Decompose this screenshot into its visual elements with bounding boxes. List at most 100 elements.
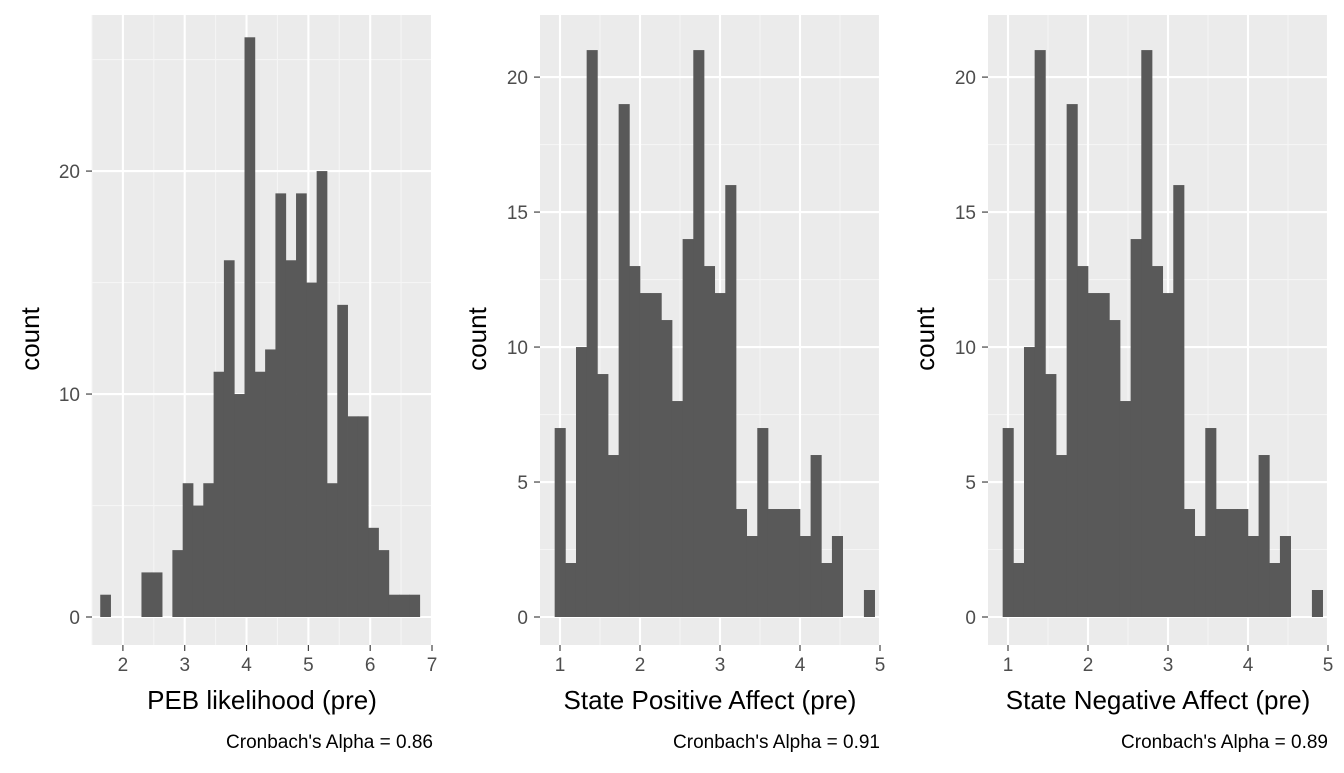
x-tick-label: 5 xyxy=(1323,655,1334,676)
histogram-bar xyxy=(1119,401,1132,617)
x-axis-title: State Positive Affect (pre) xyxy=(564,685,857,715)
histogram-bar xyxy=(746,536,758,617)
y-tick-label: 0 xyxy=(69,608,80,629)
histogram-bar xyxy=(275,193,287,618)
histogram-bar xyxy=(863,590,875,617)
cronbach-alpha-caption: Cronbach's Alpha = 0.91 xyxy=(673,732,880,753)
histogram-bar xyxy=(693,50,705,617)
histogram-bar xyxy=(1215,509,1228,617)
histogram-bar xyxy=(203,483,214,617)
histogram-bar xyxy=(357,416,369,617)
cronbach-alpha-caption: Cronbach's Alpha = 0.86 xyxy=(226,732,433,753)
chart-panel-2: 1 2 3 4 5 0 5 10 15 20 State Positive Affect (pre)… xyxy=(462,15,885,753)
x-tick-label: 6 xyxy=(365,655,376,676)
histogram-bar xyxy=(234,394,245,617)
y-tick-label: 0 xyxy=(965,608,976,629)
y-tick-label: 10 xyxy=(59,385,80,406)
histogram-bar xyxy=(554,428,566,617)
histogram-bar xyxy=(409,594,421,617)
x-tick-label: 3 xyxy=(179,655,190,676)
histogram-bar xyxy=(1269,563,1281,617)
histogram-bar xyxy=(1066,104,1078,617)
histogram-bar xyxy=(607,455,620,617)
histogram-bar xyxy=(337,304,348,617)
y-tick-label: 10 xyxy=(507,338,528,359)
histogram-bar xyxy=(399,594,410,617)
histogram-bar xyxy=(1226,509,1238,617)
histogram-bar xyxy=(1162,293,1174,617)
histogram-bar xyxy=(1002,428,1014,617)
histogram-bar xyxy=(1311,590,1323,617)
histogram-bar xyxy=(799,536,811,617)
histogram-bar xyxy=(661,320,673,617)
chart-panel-3: 1 2 3 4 5 0 5 10 15 20 State Negative Affect (pre)… xyxy=(910,15,1333,753)
y-tick-label: 10 xyxy=(955,338,976,359)
cronbach-alpha-caption: Cronbach's Alpha = 0.89 xyxy=(1121,732,1328,753)
histogram-bar xyxy=(831,536,843,617)
histogram-bar xyxy=(1247,536,1259,617)
x-tick-label: 4 xyxy=(241,655,252,676)
histogram-bar xyxy=(810,455,822,617)
y-axis-title: count xyxy=(910,306,940,370)
chart-panel-1: 2 3 4 5 6 7 0 10 20 PEB likelihood (pre) count Cron… xyxy=(15,15,437,753)
y-tick-label: 5 xyxy=(965,473,976,494)
histogram-bar xyxy=(1034,50,1046,617)
y-tick-label: 20 xyxy=(955,68,976,89)
x-tick-label: 7 xyxy=(427,655,438,676)
histogram-bar xyxy=(378,550,390,617)
histogram-bar xyxy=(725,185,737,617)
histogram-bar xyxy=(326,483,338,617)
y-tick-label: 0 xyxy=(517,608,528,629)
histogram-bar xyxy=(1098,293,1110,617)
x-tick-label: 3 xyxy=(715,655,726,676)
histogram-bar xyxy=(1151,266,1164,617)
x-axis-title: State Negative Affect (pre) xyxy=(1006,685,1310,715)
histogram-bar xyxy=(757,428,769,617)
x-tick-label: 1 xyxy=(1003,655,1014,676)
histogram-bar xyxy=(1237,509,1249,617)
x-tick-label: 2 xyxy=(1083,655,1094,676)
histogram-bar xyxy=(316,171,328,617)
histogram-bar xyxy=(1013,563,1025,617)
histogram-bar xyxy=(368,527,379,617)
x-tick-label: 3 xyxy=(1163,655,1174,676)
histogram-bar xyxy=(1045,374,1057,617)
histogram-bar xyxy=(735,509,748,617)
histogram-bar xyxy=(1130,239,1142,617)
histogram-bar xyxy=(575,347,588,617)
histogram-bar xyxy=(306,282,318,617)
x-tick-label: 5 xyxy=(303,655,314,676)
x-tick-label: 4 xyxy=(1243,655,1254,676)
histogram-bar xyxy=(1173,185,1185,617)
histogram-bar xyxy=(629,266,641,617)
histogram-bar xyxy=(285,260,297,617)
x-tick-label: 4 xyxy=(795,655,806,676)
histogram-bar xyxy=(296,193,307,618)
y-axis-title: count xyxy=(462,306,492,370)
y-tick-label: 15 xyxy=(955,203,976,224)
x-tick-label: 2 xyxy=(118,655,129,676)
x-axis-title: PEB likelihood (pre) xyxy=(147,685,377,715)
histogram-bar xyxy=(223,260,235,617)
histogram-bar xyxy=(778,509,790,617)
histogram-bar xyxy=(586,50,598,617)
y-tick-label: 5 xyxy=(517,473,528,494)
histogram-bar xyxy=(1055,455,1068,617)
histogram-bar xyxy=(213,371,225,617)
x-tick-label: 1 xyxy=(555,655,566,676)
histogram-bar xyxy=(265,349,276,617)
histogram-bar xyxy=(1183,509,1196,617)
histogram-bar xyxy=(565,563,577,617)
y-tick-label: 20 xyxy=(59,162,80,183)
histogram-bar xyxy=(172,550,184,617)
histogram-bar xyxy=(254,371,266,617)
histogram-bar xyxy=(192,505,204,617)
histogram-bar xyxy=(597,374,609,617)
histogram-bar xyxy=(1077,266,1089,617)
x-tick-label: 2 xyxy=(635,655,646,676)
histogram-bar xyxy=(714,293,726,617)
histogram-bar xyxy=(650,293,662,617)
x-tick-label: 5 xyxy=(875,655,886,676)
histogram-bar xyxy=(1141,50,1153,617)
